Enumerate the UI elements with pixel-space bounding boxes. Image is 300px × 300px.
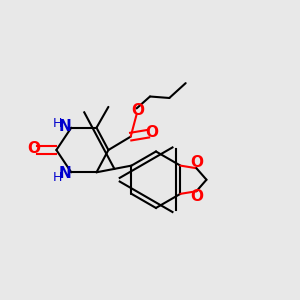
Text: N: N xyxy=(58,166,71,181)
Text: H: H xyxy=(53,117,62,130)
Text: O: O xyxy=(190,189,203,204)
Text: N: N xyxy=(58,119,71,134)
Text: O: O xyxy=(28,141,40,156)
Text: O: O xyxy=(190,155,203,170)
Text: H: H xyxy=(53,171,62,184)
Text: O: O xyxy=(132,103,145,118)
Text: O: O xyxy=(146,125,159,140)
